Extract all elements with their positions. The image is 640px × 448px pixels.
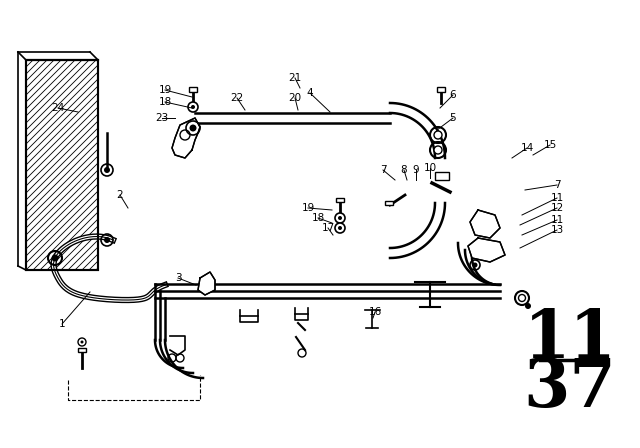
Circle shape: [335, 223, 345, 233]
Circle shape: [338, 226, 342, 230]
Circle shape: [51, 254, 58, 262]
Text: 20: 20: [289, 93, 301, 103]
Bar: [189, 87, 197, 92]
Text: 18: 18: [312, 213, 324, 223]
Circle shape: [104, 237, 110, 243]
Circle shape: [189, 125, 196, 132]
Circle shape: [434, 146, 442, 154]
Circle shape: [338, 216, 342, 220]
Polygon shape: [468, 238, 505, 262]
Polygon shape: [470, 210, 500, 238]
Bar: [435, 172, 449, 180]
Text: 17: 17: [321, 223, 335, 233]
Circle shape: [434, 131, 442, 139]
Circle shape: [525, 303, 531, 309]
Circle shape: [191, 105, 195, 109]
Bar: [385, 201, 393, 205]
Bar: [336, 198, 344, 202]
Circle shape: [472, 263, 477, 267]
Text: 16: 16: [369, 307, 381, 317]
Text: 13: 13: [550, 225, 564, 235]
Text: 10: 10: [424, 163, 436, 173]
Text: 14: 14: [520, 143, 534, 153]
Text: 3: 3: [175, 273, 181, 283]
Text: 24: 24: [51, 103, 65, 113]
Polygon shape: [26, 60, 98, 270]
Text: 11: 11: [550, 193, 564, 203]
Text: 1: 1: [59, 319, 65, 329]
Text: 37: 37: [524, 356, 616, 421]
Text: 6: 6: [450, 90, 456, 100]
Text: 15: 15: [543, 140, 557, 150]
Circle shape: [81, 340, 83, 344]
Text: 11: 11: [524, 307, 616, 372]
Text: 7: 7: [380, 165, 387, 175]
Text: 2: 2: [116, 190, 124, 200]
Text: 23: 23: [156, 113, 168, 123]
Text: 19: 19: [301, 203, 315, 213]
Bar: [78, 348, 86, 352]
Text: 11: 11: [550, 215, 564, 225]
Text: 7: 7: [554, 180, 560, 190]
Text: 5: 5: [450, 113, 456, 123]
Text: 18: 18: [158, 97, 172, 107]
Polygon shape: [198, 272, 215, 295]
Polygon shape: [172, 118, 200, 158]
Text: 12: 12: [550, 203, 564, 213]
Circle shape: [335, 213, 345, 223]
Circle shape: [518, 294, 525, 302]
Circle shape: [188, 102, 198, 112]
Text: 21: 21: [289, 73, 301, 83]
Circle shape: [104, 167, 110, 173]
Text: 19: 19: [158, 85, 172, 95]
Text: 8: 8: [401, 165, 407, 175]
Bar: [437, 87, 445, 92]
Text: 4: 4: [307, 88, 314, 98]
Text: 22: 22: [230, 93, 244, 103]
Text: 9: 9: [413, 165, 419, 175]
